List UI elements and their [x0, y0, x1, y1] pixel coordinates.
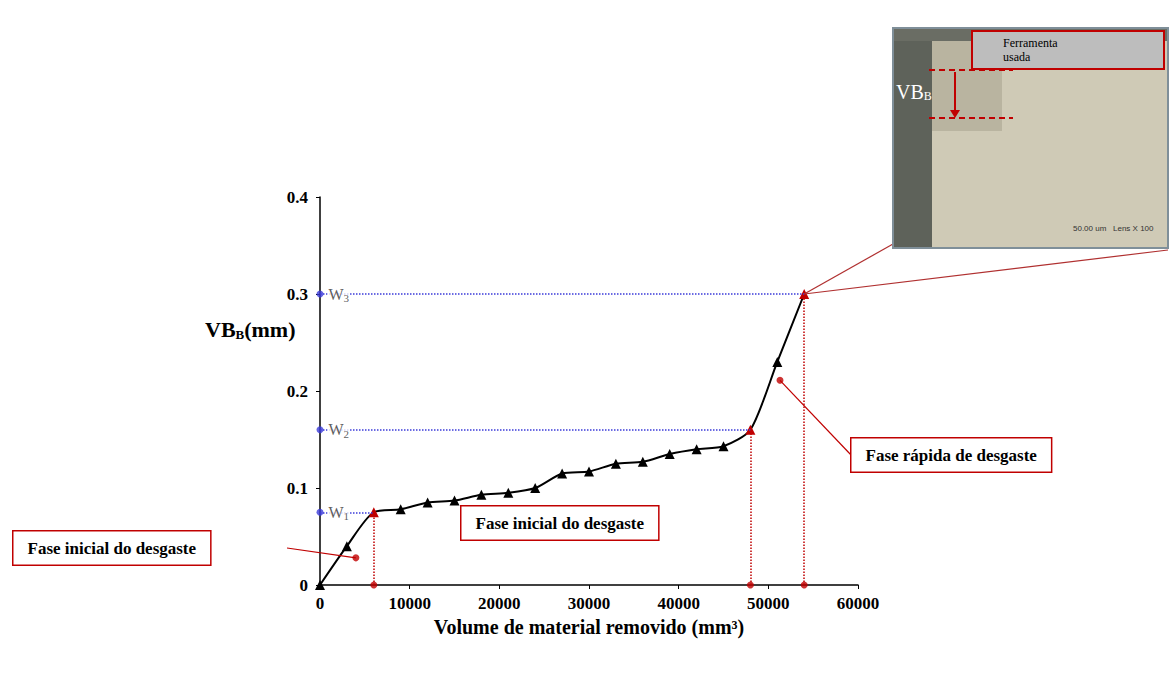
svg-text:0: 0	[300, 576, 309, 595]
svg-text:W: W	[329, 286, 345, 303]
svg-text:1: 1	[344, 510, 350, 522]
svg-text:Volume de material removido (m: Volume de material removido (mm³)	[434, 616, 744, 639]
svg-text:0: 0	[316, 594, 325, 613]
svg-text:30000: 30000	[568, 594, 611, 613]
svg-text:3: 3	[344, 292, 350, 304]
svg-text:50.00 um Lens X 100: 50.00 um Lens X 100	[1073, 224, 1154, 233]
svg-text:VB: VB	[205, 317, 236, 342]
svg-text:20000: 20000	[478, 594, 521, 613]
svg-text:40000: 40000	[657, 594, 700, 613]
svg-text:usada: usada	[1003, 50, 1031, 64]
svg-text:W: W	[329, 421, 345, 438]
svg-text:VB: VB	[896, 81, 924, 103]
svg-text:10000: 10000	[388, 594, 431, 613]
svg-text:0.2: 0.2	[287, 382, 308, 401]
svg-text:(mm): (mm)	[244, 317, 295, 342]
svg-text:60000: 60000	[837, 594, 880, 613]
svg-text:0.1: 0.1	[287, 479, 308, 498]
svg-text:0.4: 0.4	[287, 188, 309, 207]
svg-text:W: W	[329, 504, 345, 521]
svg-text:50000: 50000	[747, 594, 790, 613]
svg-text:0.3: 0.3	[287, 285, 308, 304]
svg-text:2: 2	[344, 428, 350, 440]
svg-text:Fase rápida de desgaste: Fase rápida de desgaste	[866, 446, 1038, 465]
svg-text:Fase inicial do desgaste: Fase inicial do desgaste	[28, 539, 197, 558]
svg-text:B: B	[924, 89, 932, 103]
svg-text:B: B	[236, 327, 245, 342]
svg-text:Ferramenta: Ferramenta	[1003, 36, 1058, 50]
svg-text:Fase inicial do desgaste: Fase inicial do desgaste	[476, 514, 645, 533]
